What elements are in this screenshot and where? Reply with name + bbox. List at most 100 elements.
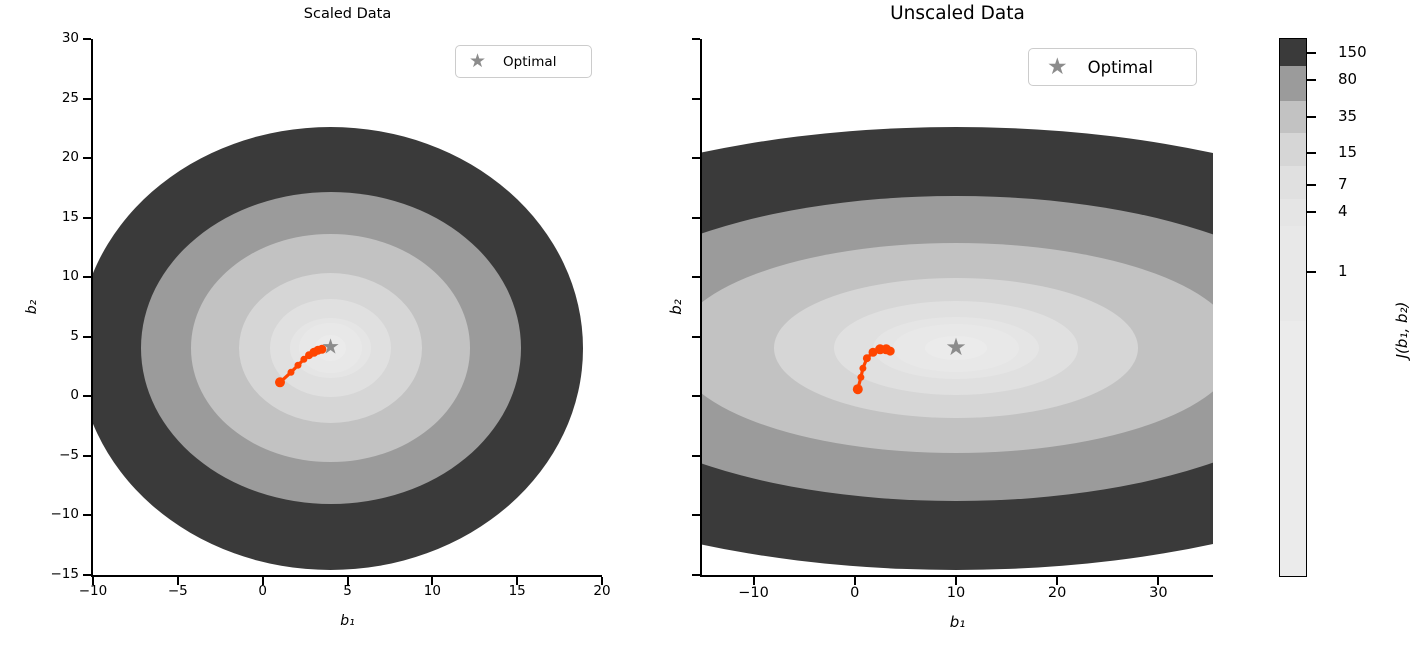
y-tick bbox=[83, 574, 91, 576]
x-tick bbox=[261, 577, 264, 585]
path-point bbox=[885, 346, 895, 356]
colorbar-segment bbox=[1280, 66, 1306, 102]
legend-label: Optimal bbox=[503, 53, 557, 70]
x-tick-label: 5 bbox=[343, 583, 352, 599]
y-tick bbox=[692, 335, 700, 338]
x-tick-label: 30 bbox=[1149, 585, 1168, 601]
plot-area: ★ bbox=[702, 39, 1213, 575]
path-point bbox=[317, 344, 327, 354]
y-axis-spine bbox=[700, 39, 702, 577]
path-point bbox=[300, 355, 308, 363]
plot-title: Scaled Data bbox=[303, 6, 392, 22]
y-tick-label: 10 bbox=[61, 268, 79, 285]
y-tick bbox=[83, 514, 91, 517]
gradient-descent-path bbox=[852, 344, 895, 395]
y-tick bbox=[83, 276, 91, 279]
x-tick-label: 10 bbox=[946, 585, 966, 601]
legend-label: Optimal bbox=[1087, 57, 1153, 77]
x-tick bbox=[1056, 577, 1059, 585]
x-tick-label: 0 bbox=[850, 585, 860, 601]
legend: ★ Optimal bbox=[1028, 48, 1197, 86]
colorbar-tick-label: 4 bbox=[1338, 202, 1348, 220]
colorbar-tick-label: 1 bbox=[1338, 262, 1348, 280]
x-tick bbox=[954, 577, 957, 585]
y-tick bbox=[692, 454, 700, 457]
x-tick-label: −10 bbox=[738, 585, 769, 601]
path-point bbox=[852, 384, 863, 395]
colorbar-segment bbox=[1280, 199, 1306, 227]
x-tick bbox=[1157, 577, 1160, 585]
legend-star-icon: ★ bbox=[469, 50, 487, 72]
x-tick bbox=[853, 577, 856, 585]
path-point bbox=[287, 368, 295, 376]
y-tick bbox=[692, 216, 700, 219]
y-tick bbox=[83, 38, 91, 40]
plot-title: Unscaled Data bbox=[890, 3, 1025, 24]
y-tick bbox=[83, 335, 91, 338]
colorbar-tick-label: 150 bbox=[1338, 43, 1367, 61]
y-tick-label: 20 bbox=[61, 149, 79, 166]
x-tick-label: −10 bbox=[78, 583, 108, 599]
colorbar-frame bbox=[1279, 38, 1307, 577]
path-point bbox=[275, 377, 285, 388]
x-tick bbox=[601, 577, 603, 585]
y-tick bbox=[692, 574, 700, 576]
y-tick-label: 25 bbox=[61, 89, 79, 106]
y-tick bbox=[83, 157, 91, 160]
legend-star-icon: ★ bbox=[1047, 53, 1068, 80]
colorbar-segment bbox=[1280, 166, 1306, 200]
y-tick bbox=[83, 395, 91, 398]
x-tick bbox=[92, 577, 94, 585]
colorbar-tick-label: 80 bbox=[1338, 70, 1358, 88]
x-tick bbox=[752, 577, 755, 585]
y-tick-label: 0 bbox=[70, 387, 79, 404]
colorbar-tick bbox=[1307, 116, 1316, 118]
colorbar-tick bbox=[1307, 152, 1316, 154]
colorbar-segment bbox=[1280, 133, 1306, 167]
plot-area: ★ bbox=[93, 39, 602, 575]
y-tick bbox=[83, 454, 91, 457]
x-tick-label: −5 bbox=[167, 583, 188, 599]
x-tick-label: 0 bbox=[258, 583, 267, 599]
x-tick-label: 20 bbox=[1047, 585, 1067, 601]
optimal-star-marker: ★ bbox=[945, 333, 967, 362]
y-tick-label: −10 bbox=[50, 506, 80, 523]
y-tick-label: 5 bbox=[70, 327, 79, 344]
x-tick-label: 10 bbox=[423, 583, 441, 599]
path-point bbox=[294, 361, 302, 369]
colorbar-tick-label: 7 bbox=[1338, 175, 1348, 193]
y-tick bbox=[692, 276, 700, 279]
y-tick-label: 15 bbox=[61, 208, 79, 225]
legend: ★ Optimal bbox=[455, 45, 592, 78]
x-axis-label: b₁ bbox=[949, 613, 966, 631]
path-point bbox=[857, 373, 865, 381]
colorbar-tick bbox=[1307, 52, 1316, 54]
gradient-descent-path bbox=[275, 344, 327, 388]
y-tick-label: 30 bbox=[61, 30, 79, 46]
y-tick-label: −15 bbox=[50, 566, 80, 582]
y-tick bbox=[692, 38, 700, 40]
x-axis-spine bbox=[700, 575, 1213, 577]
y-tick bbox=[692, 514, 700, 517]
colorbar-segment bbox=[1280, 101, 1306, 134]
colorbar-tick bbox=[1307, 211, 1316, 213]
y-tick bbox=[83, 97, 91, 100]
colorbar-segment bbox=[1280, 39, 1306, 67]
y-tick bbox=[83, 216, 91, 219]
y-tick-label: −5 bbox=[59, 446, 79, 463]
colorbar-segment bbox=[1280, 226, 1306, 322]
x-tick-label: 15 bbox=[508, 583, 526, 599]
y-axis-spine bbox=[91, 39, 93, 577]
contour-ring-1 bbox=[924, 336, 988, 360]
colorbar-tick bbox=[1307, 79, 1316, 81]
x-tick bbox=[346, 577, 349, 585]
optimal-star-marker: ★ bbox=[321, 334, 340, 359]
colorbar-segment bbox=[1280, 321, 1306, 576]
y-tick bbox=[692, 157, 700, 160]
path-point bbox=[862, 354, 871, 363]
x-axis-spine bbox=[91, 575, 602, 577]
